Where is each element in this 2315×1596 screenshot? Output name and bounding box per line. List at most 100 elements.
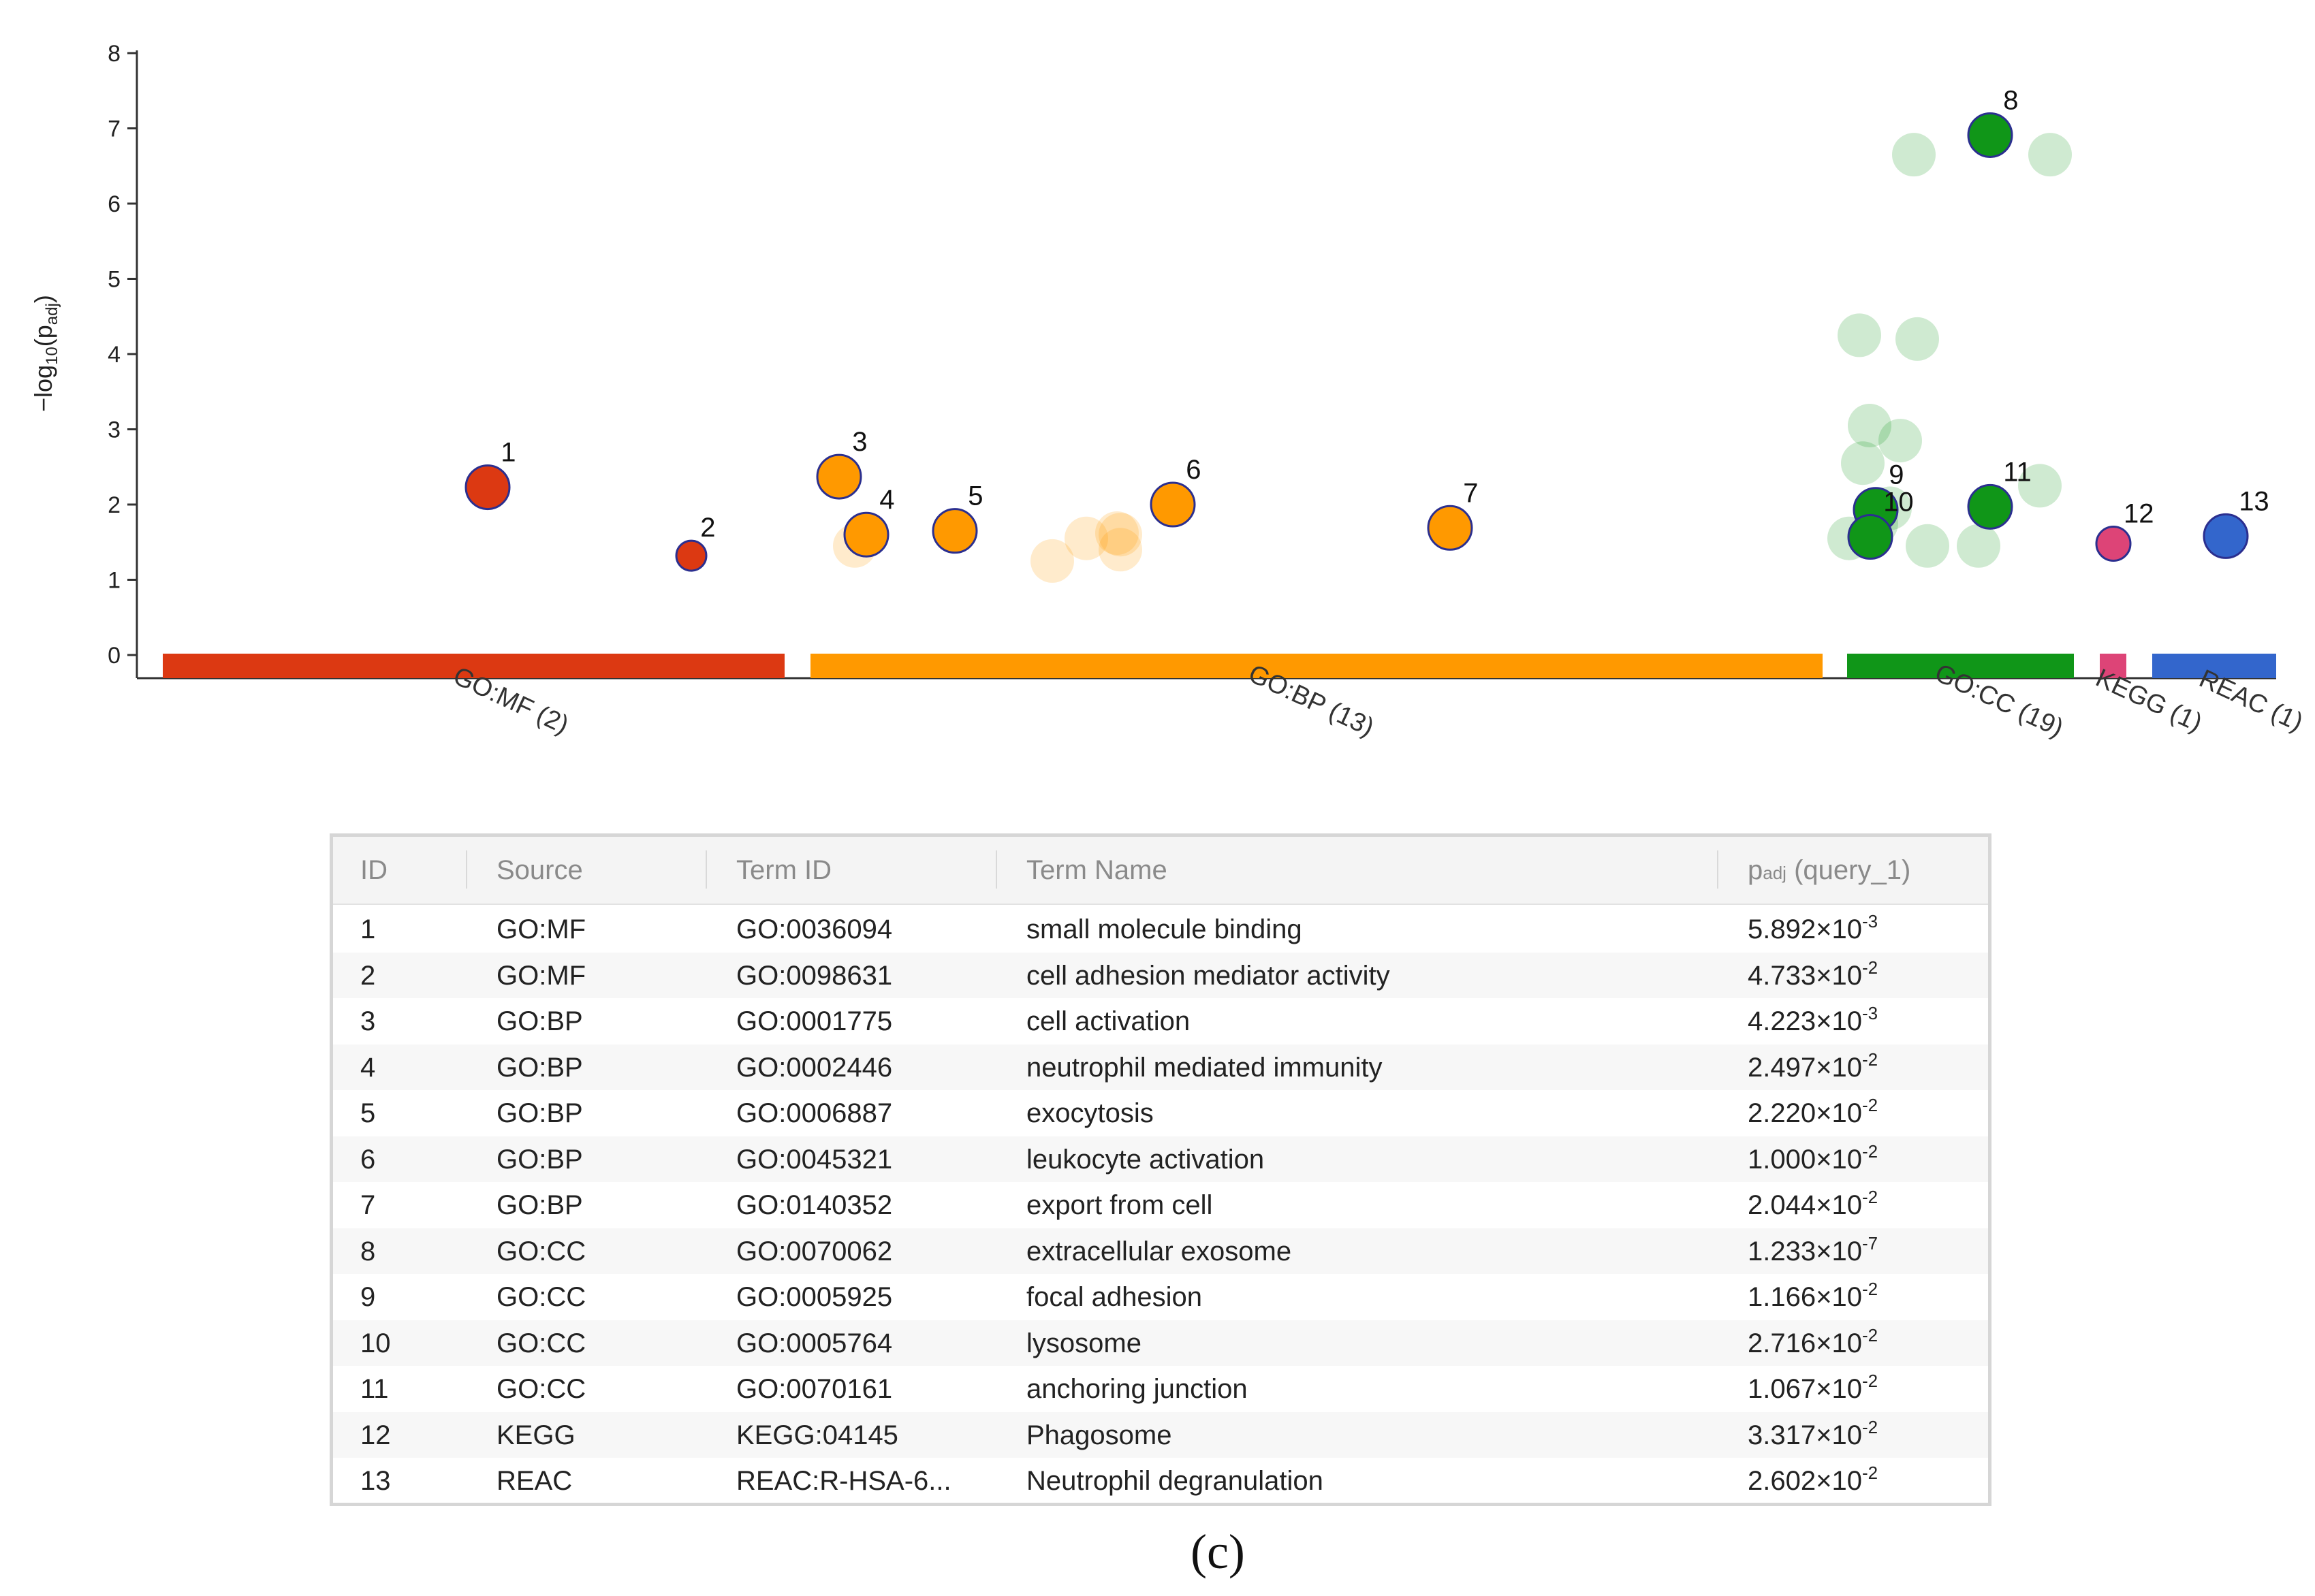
cell-term-id: GO:0002446 bbox=[736, 1052, 893, 1083]
header-separator[interactable] bbox=[1717, 850, 1718, 889]
cell-term-id: KEGG:04145 bbox=[736, 1420, 898, 1450]
padj-exponent: -2 bbox=[1861, 1049, 1878, 1070]
header-separator[interactable] bbox=[466, 850, 467, 889]
point-1 bbox=[464, 464, 511, 511]
cell-term-name: neutrophil mediated immunity bbox=[1026, 1052, 1383, 1083]
cell-term-name: anchoring junction bbox=[1026, 1374, 1248, 1404]
header-padj[interactable]: padj (query_1) bbox=[1748, 855, 1911, 885]
padj-exponent: -2 bbox=[1861, 1187, 1878, 1207]
point-label-7: 7 bbox=[1463, 478, 1478, 508]
table-row[interactable]: 11 GO:CC GO:0070161 anchoring junction 1.067… bbox=[333, 1366, 1988, 1411]
padj-exponent: -2 bbox=[1861, 1279, 1878, 1299]
cell-id: 11 bbox=[360, 1374, 389, 1404]
cell-source: GO:CC bbox=[497, 1328, 586, 1358]
header-separator[interactable] bbox=[706, 850, 707, 889]
cell-source: GO:MF bbox=[497, 914, 586, 944]
table-row[interactable]: 10 GO:CC GO:0005764 lysosome 2.716×10-2 bbox=[333, 1320, 1988, 1366]
cell-term-id: GO:0070161 bbox=[736, 1374, 893, 1404]
point-label-1: 1 bbox=[501, 438, 516, 468]
cell-term-id: GO:0045321 bbox=[736, 1144, 893, 1175]
point-6 bbox=[1150, 481, 1196, 528]
cell-id: 7 bbox=[360, 1190, 376, 1220]
header-source[interactable]: Source bbox=[497, 855, 583, 885]
background-point bbox=[1099, 528, 1142, 572]
cell-padj: 1.000×10-2 bbox=[1748, 1141, 1878, 1175]
point-13 bbox=[2203, 513, 2249, 559]
cell-source: GO:BP bbox=[497, 1144, 583, 1175]
cell-term-id: GO:0005764 bbox=[736, 1328, 893, 1358]
table-row[interactable]: 4 GO:BP GO:0002446 neutrophil mediated immu… bbox=[333, 1044, 1988, 1090]
cell-term-id: GO:0005925 bbox=[736, 1282, 893, 1312]
source-bar-go-mf bbox=[163, 654, 785, 678]
y-tick-label: 7 bbox=[108, 116, 121, 142]
cell-id: 10 bbox=[360, 1328, 391, 1358]
point-7 bbox=[1427, 505, 1473, 551]
cell-padj: 2.044×10-2 bbox=[1748, 1187, 1878, 1221]
y-tick-label: 8 bbox=[108, 41, 121, 67]
table-row[interactable]: 8 GO:CC GO:0070062 extracellular exosome 1.2… bbox=[333, 1228, 1988, 1274]
header-term-name[interactable]: Term Name bbox=[1026, 855, 1167, 885]
padj-exponent: -3 bbox=[1861, 1003, 1878, 1023]
source-bar-go-bp bbox=[810, 654, 1823, 678]
table-row[interactable]: 12 KEGG KEGG:04145 Phagosome 3.317×10-2 bbox=[333, 1411, 1988, 1458]
padj-mantissa: 2.602×10 bbox=[1748, 1466, 1862, 1496]
header-separator[interactable] bbox=[996, 850, 997, 889]
source-bar-reac bbox=[2152, 654, 2276, 678]
padj-exponent: -2 bbox=[1861, 1324, 1878, 1345]
cell-padj: 4.733×10-2 bbox=[1748, 957, 1878, 991]
results-table: ID Source Term ID Term Name padj (query_… bbox=[330, 833, 1991, 1506]
point-5 bbox=[932, 508, 978, 554]
y-label-close: ) bbox=[29, 295, 57, 303]
background-point bbox=[1895, 317, 1939, 361]
table-row[interactable]: 3 GO:BP GO:0001775 cell activation 4.223×10-… bbox=[333, 998, 1988, 1044]
source-bar-go-cc bbox=[1847, 654, 2074, 678]
padj-mantissa: 2.044×10 bbox=[1748, 1190, 1862, 1220]
y-label-open: (p bbox=[29, 325, 57, 347]
y-label-base: 10 bbox=[43, 347, 61, 365]
y-axis-label: −log10(padj) bbox=[29, 295, 61, 412]
cell-term-name: small molecule binding bbox=[1026, 914, 1302, 944]
background-point bbox=[2018, 464, 2062, 508]
padj-mantissa: 2.497×10 bbox=[1748, 1052, 1862, 1083]
cell-id: 2 bbox=[360, 960, 376, 991]
cell-id: 4 bbox=[360, 1052, 376, 1083]
cell-id: 9 bbox=[360, 1282, 376, 1312]
cell-id: 8 bbox=[360, 1236, 376, 1266]
header-id[interactable]: ID bbox=[360, 855, 388, 885]
point-12 bbox=[2095, 525, 2132, 562]
cell-padj: 5.892×10-3 bbox=[1748, 911, 1878, 945]
background-point bbox=[1848, 403, 1891, 447]
table-row[interactable]: 13 REAC REAC:R-HSA-6... Neutrophil degranul… bbox=[333, 1458, 1988, 1503]
header-term-id[interactable]: Term ID bbox=[736, 855, 832, 885]
y-label-prefix: −log bbox=[29, 365, 57, 412]
y-tick-label: 2 bbox=[108, 492, 121, 518]
padj-mantissa: 1.233×10 bbox=[1748, 1236, 1862, 1266]
table-row[interactable]: 5 GO:BP GO:0006887 exocytosis 2.220×10-2 bbox=[333, 1090, 1988, 1136]
cell-term-name: lysosome bbox=[1026, 1328, 1141, 1358]
cell-padj: 2.220×10-2 bbox=[1748, 1095, 1878, 1129]
cell-padj: 2.602×10-2 bbox=[1748, 1463, 1878, 1497]
y-tick-label: 4 bbox=[108, 342, 121, 368]
table-row[interactable]: 9 GO:CC GO:0005925 focal adhesion 1.166×10-2 bbox=[333, 1274, 1988, 1320]
y-tick-label: 1 bbox=[108, 568, 121, 594]
table-row[interactable]: 7 GO:BP GO:0140352 export from cell 2.044×10… bbox=[333, 1182, 1988, 1228]
table-header: ID Source Term ID Term Name padj (query_… bbox=[333, 837, 1988, 905]
cell-term-name: cell activation bbox=[1026, 1006, 1191, 1036]
table-row[interactable]: 1 GO:MF GO:0036094 small molecule binding 5.… bbox=[333, 906, 1988, 952]
cell-term-name: exocytosis bbox=[1026, 1098, 1154, 1128]
background-point bbox=[1906, 524, 1949, 568]
padj-exponent: -7 bbox=[1861, 1232, 1878, 1254]
cell-term-name: export from cell bbox=[1026, 1190, 1213, 1220]
background-point bbox=[1099, 513, 1142, 557]
background-point bbox=[1065, 516, 1108, 560]
point-label-4: 4 bbox=[879, 485, 894, 515]
cell-padj: 1.166×10-2 bbox=[1748, 1279, 1878, 1313]
cell-source: GO:CC bbox=[497, 1282, 586, 1312]
cell-term-name: Neutrophil degranulation bbox=[1026, 1466, 1323, 1496]
cell-id: 5 bbox=[360, 1098, 376, 1128]
background-point bbox=[1878, 419, 1922, 463]
table-row[interactable]: 6 GO:BP GO:0045321 leukocyte activation 1.00… bbox=[333, 1136, 1988, 1182]
cell-term-name: cell adhesion mediator activity bbox=[1026, 960, 1390, 991]
table-row[interactable]: 2 GO:MF GO:0098631 cell adhesion mediator a… bbox=[333, 952, 1988, 998]
